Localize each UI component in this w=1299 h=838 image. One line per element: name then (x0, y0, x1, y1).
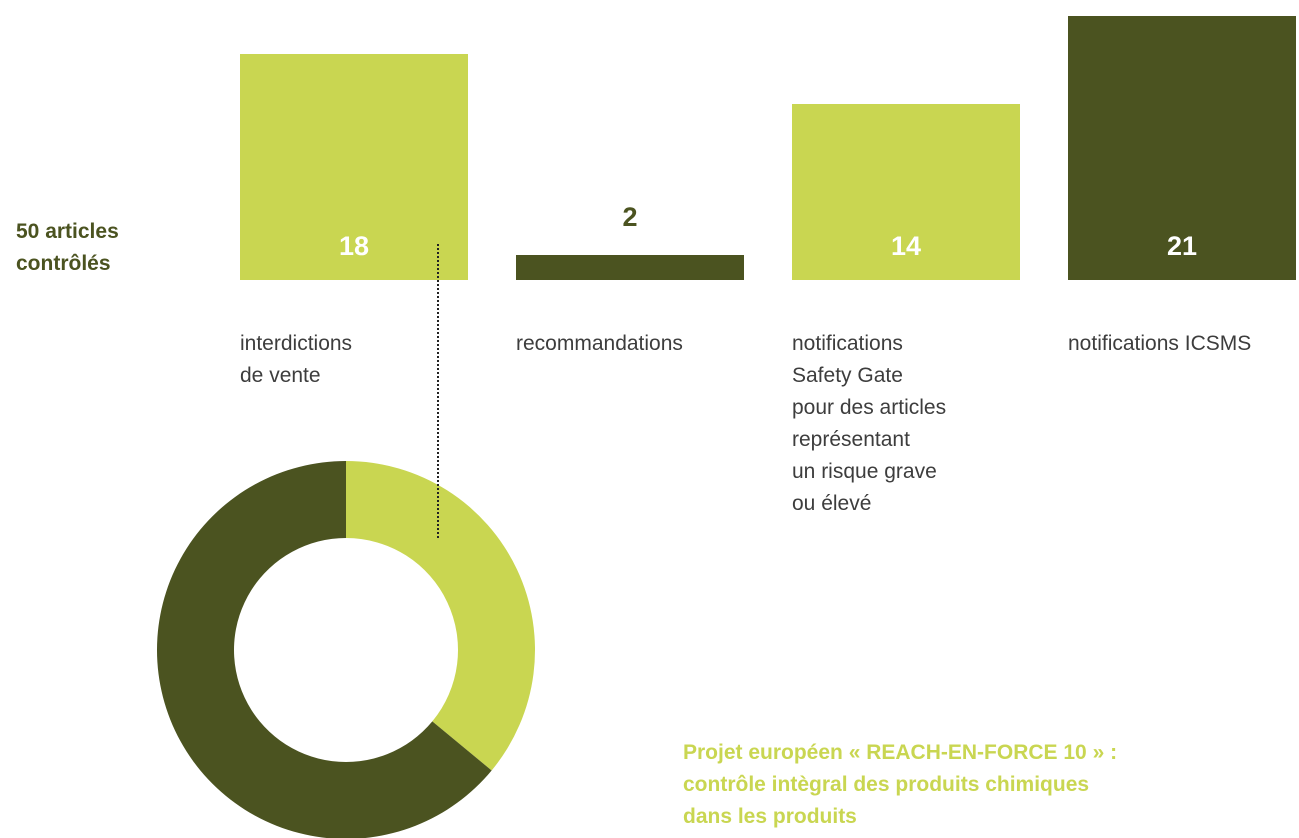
project-caption: Projet européen « REACH-EN-FORCE 10 » : … (683, 741, 1118, 828)
bar-2 (516, 254, 744, 280)
bar-value-3: 14 (890, 231, 922, 261)
leader-line (437, 244, 439, 538)
bar-value-2: 2 (622, 201, 638, 232)
bar-label-2: recommandations (516, 332, 683, 355)
bar-3 (792, 104, 1020, 280)
bar-label-3: notifications Safety Gate pour des artic… (792, 332, 947, 515)
bar-value-4: 21 (1166, 231, 1198, 261)
bar-4 (1068, 16, 1296, 280)
donut-slice-2 (157, 461, 492, 838)
bar-label-1: interdictions de vente (240, 332, 353, 387)
bar-value-1: 18 (338, 231, 370, 261)
total-articles-label: 50 articles contrôlés (16, 220, 119, 275)
bar-1 (240, 53, 468, 280)
donut-slice-1 (346, 461, 535, 771)
bar-label-4: notifications ICSMS (1068, 332, 1252, 355)
